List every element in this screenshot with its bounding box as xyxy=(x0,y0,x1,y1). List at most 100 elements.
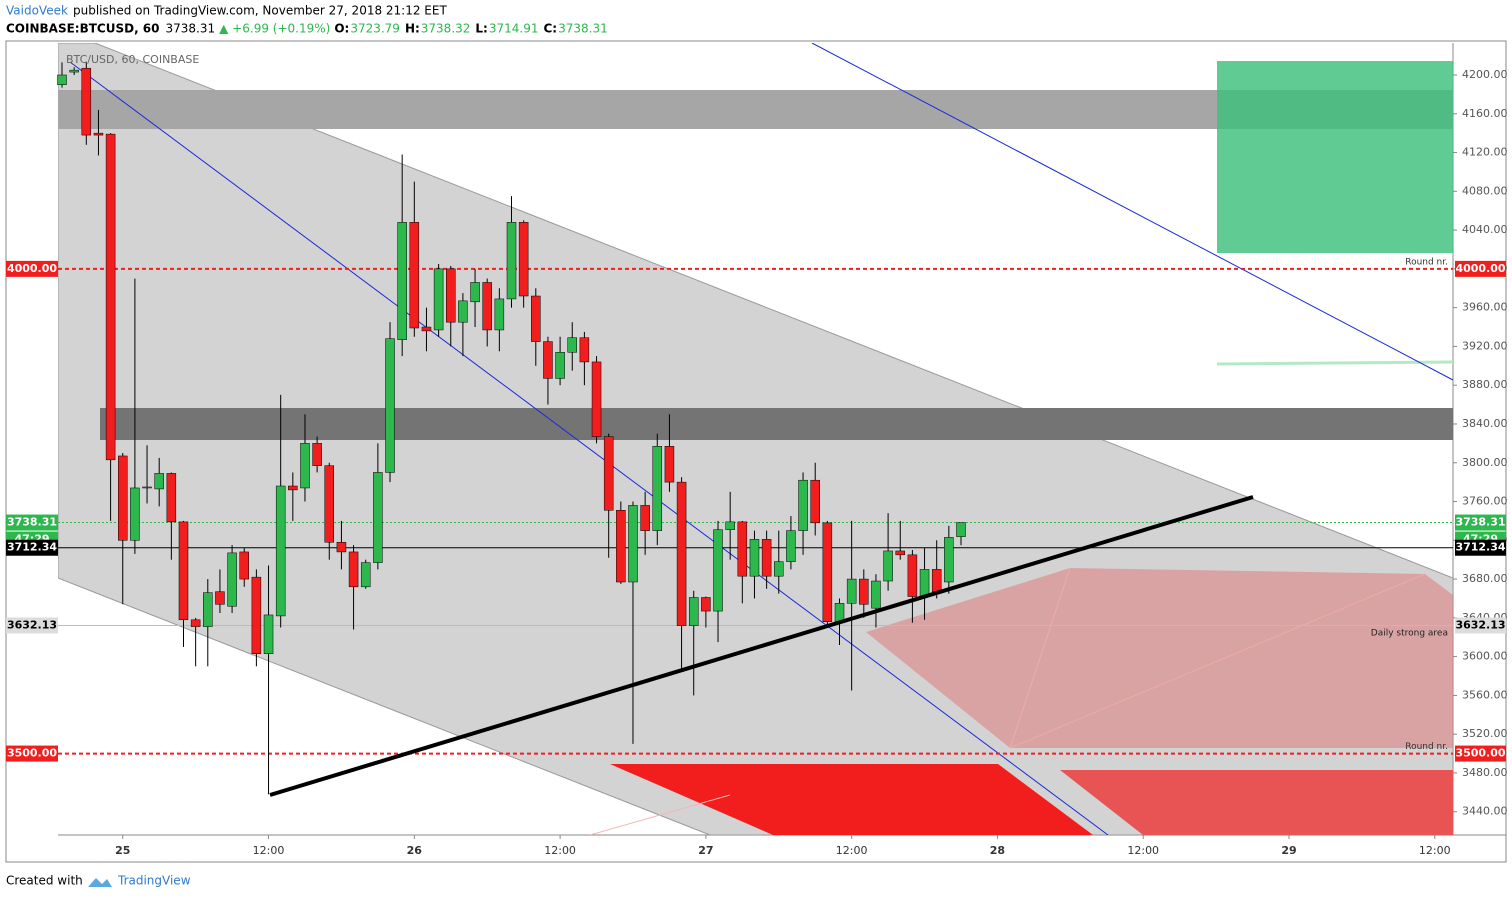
trend-line xyxy=(69,61,1109,835)
candle-body xyxy=(543,341,553,379)
candle-body xyxy=(397,222,407,340)
x-tick-label: 12:00 xyxy=(1419,844,1451,857)
candle-body xyxy=(105,133,116,461)
price-label: 3632.13 xyxy=(1455,618,1505,631)
faint-line xyxy=(589,794,731,835)
candle-body xyxy=(57,74,67,85)
symbol-text: 3738.31 xyxy=(558,22,608,36)
drawings xyxy=(58,43,1453,835)
price-label-box xyxy=(1455,514,1506,531)
candle-body xyxy=(652,446,663,531)
candle-body xyxy=(567,337,577,353)
price-label: 3712.34 xyxy=(1455,541,1505,554)
symbol-text: C: xyxy=(543,22,557,36)
support-line xyxy=(269,495,1254,797)
y-tick-label: 3960.00 xyxy=(1462,301,1508,314)
level-note: Round nr. xyxy=(1405,257,1448,267)
footer-text: Created with xyxy=(6,874,83,888)
y-tick-label: 3520.00 xyxy=(1462,727,1508,740)
symbol-text: O: xyxy=(334,22,349,36)
price-label-box xyxy=(6,539,58,556)
symbol-text: H: xyxy=(405,22,420,36)
y-tick-label: 3760.00 xyxy=(1462,495,1508,508)
symbol-text: 3714.91 xyxy=(489,22,539,36)
symbol-text: 3738.31 xyxy=(166,22,216,36)
symbol-text: 3723.79 xyxy=(350,22,400,36)
x-tick-label: 12:00 xyxy=(544,844,576,857)
strong-area-edge xyxy=(1009,567,1071,749)
candle-body xyxy=(154,473,164,490)
strong-area xyxy=(866,568,1453,748)
candle-body xyxy=(810,479,820,524)
faint-line xyxy=(1216,360,1453,366)
candle-body xyxy=(409,222,420,329)
candle-body xyxy=(506,222,517,300)
red-zone xyxy=(610,764,1093,835)
candle-body xyxy=(336,541,347,553)
candle-body xyxy=(907,554,918,597)
candle-body xyxy=(348,551,359,588)
symbol-line: COINBASE:BTCUSD, 60 3738.31 ▲ +6.99 (+0.19… xyxy=(6,22,608,36)
candle-body xyxy=(713,529,723,612)
x-tick-label: 12:00 xyxy=(253,844,285,857)
candle-body xyxy=(324,465,335,543)
level-label: 4000.00 xyxy=(1455,262,1505,275)
candle-body xyxy=(603,436,614,511)
candle-body xyxy=(494,298,505,331)
candle-body xyxy=(93,132,104,136)
level-label-box xyxy=(1455,260,1506,277)
y-tick-label: 3880.00 xyxy=(1462,378,1508,391)
candle-body xyxy=(701,597,711,612)
candle-body xyxy=(871,580,881,609)
candle-body xyxy=(931,569,942,592)
candle-body xyxy=(263,614,274,654)
candle-body xyxy=(822,522,833,622)
level-label-box xyxy=(1455,745,1506,762)
candle-body xyxy=(360,562,371,588)
x-tick-label: 27 xyxy=(698,844,713,857)
candle-body xyxy=(470,282,480,303)
candle-body xyxy=(579,337,590,363)
y-tick-label: 3600.00 xyxy=(1462,650,1508,663)
author[interactable]: VaidoVeek xyxy=(6,4,68,18)
candle-body xyxy=(458,300,468,323)
annotation: Daily strong area xyxy=(1371,629,1448,639)
candle-body xyxy=(859,578,869,605)
candle-body xyxy=(482,282,492,331)
footer-brand[interactable]: TradingView xyxy=(117,874,191,888)
candle-body xyxy=(895,550,905,556)
level-label: 4000.00 xyxy=(7,262,57,275)
candle-body xyxy=(834,603,845,622)
legend: BTC/USD, 60, COINBASE xyxy=(66,53,199,66)
y-tick-label: 4040.00 xyxy=(1462,223,1508,236)
frame xyxy=(5,40,1507,863)
level-label-box xyxy=(6,745,58,762)
price-label: 3738.31 xyxy=(1455,516,1505,529)
target-box xyxy=(1217,61,1453,253)
level-label: 3500.00 xyxy=(7,747,57,760)
x-tick-label: 26 xyxy=(407,844,423,857)
candle-body xyxy=(275,485,286,617)
candle-body xyxy=(774,561,784,577)
y-tick-label: 4120.00 xyxy=(1462,146,1508,159)
y-tick-label: 3840.00 xyxy=(1462,417,1508,430)
price-label: 3632.13 xyxy=(7,618,57,631)
x-tick-label: 12:00 xyxy=(1127,844,1159,857)
level-label: 3500.00 xyxy=(1455,747,1505,760)
candle-body xyxy=(421,326,432,332)
price-label-box xyxy=(1455,539,1506,556)
y-tick-label: 4200.00 xyxy=(1462,68,1508,81)
y-tick-label: 3480.00 xyxy=(1462,766,1508,779)
published: published on TradingView.com, November 2… xyxy=(73,4,447,18)
candle-body xyxy=(203,592,213,627)
candle-body xyxy=(446,268,456,323)
candle-body xyxy=(69,69,79,73)
candle-body xyxy=(956,522,966,537)
price-label-box xyxy=(1455,617,1506,634)
price-label: 3712.34 xyxy=(7,541,57,554)
candle-body xyxy=(640,505,650,531)
candle-body xyxy=(737,521,748,577)
candle-body xyxy=(591,361,602,437)
candle-body xyxy=(288,485,298,491)
candle-body xyxy=(555,351,565,379)
